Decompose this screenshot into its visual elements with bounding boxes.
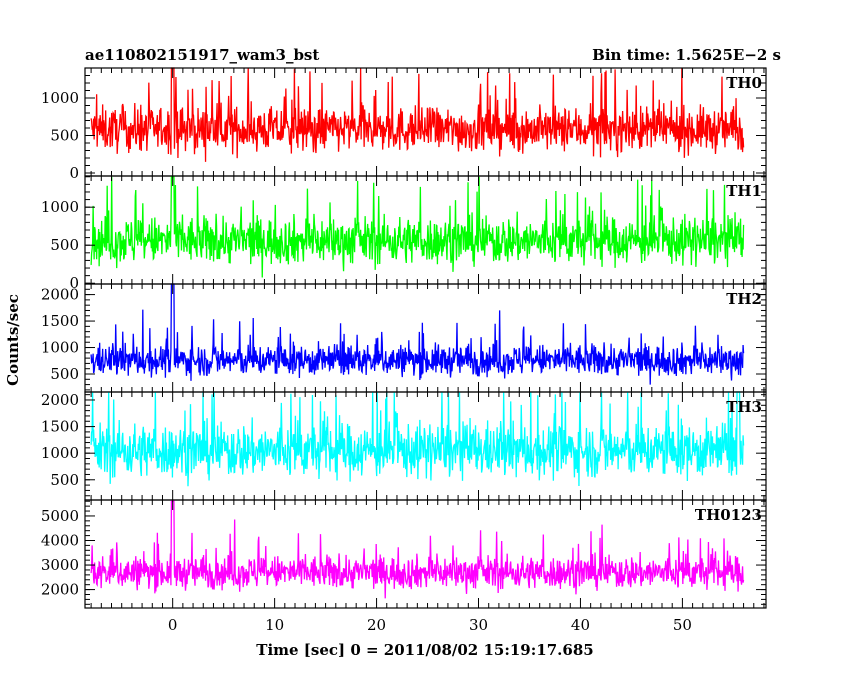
panel-th0123: TH0123 2000 3000 4000 5000: [41, 499, 767, 609]
y-tick-label: 1000: [41, 89, 79, 107]
panel-th1: TH1 0 500 1000: [41, 175, 767, 292]
y-tick-label: 2000: [41, 391, 79, 409]
y-axis-label: Counts/sec: [4, 294, 22, 386]
panel-label-th0: TH0: [726, 74, 762, 92]
panel-th3: TH3 500 1000 1500 2000: [41, 391, 767, 501]
y-tick-label: 1500: [41, 312, 79, 330]
x-tick-label: 50: [673, 616, 692, 634]
y-tick-label: 1000: [41, 339, 79, 357]
x-tick-label: 20: [367, 616, 386, 634]
panel-label-th3: TH3: [726, 398, 762, 416]
y-tick-label: 5000: [41, 507, 79, 525]
y-tick-label: 2000: [41, 581, 79, 599]
panel-label-th0123: TH0123: [695, 506, 762, 524]
panels: TH005001000TH105001000TH2500100015002000…: [41, 67, 767, 634]
y-tick-label: 500: [50, 127, 79, 145]
series-line-th0123: [90, 500, 745, 599]
chart-title: ae110802151917_wam3_bst: [85, 46, 319, 64]
y-tick-label: 0: [69, 164, 79, 182]
y-tick-label: 1000: [41, 444, 79, 462]
y-tick-label: 3000: [41, 556, 79, 574]
y-tick-label: 2000: [41, 286, 79, 304]
series-line-th0: [90, 67, 745, 162]
y-tick-label: 4000: [41, 532, 79, 550]
panel-frame: [84, 499, 767, 609]
series-line-th1: [90, 176, 745, 278]
panel-th0: TH0 0 500 1000: [41, 67, 767, 182]
panel-label-th2: TH2: [726, 290, 762, 308]
y-tick-label: 0: [69, 274, 79, 292]
x-tick-label: 0: [168, 616, 178, 634]
y-tick-label: 500: [50, 471, 79, 489]
x-tick-label: 40: [571, 616, 590, 634]
y-tick-label: 1500: [41, 418, 79, 436]
bin-time-label: Bin time: 1.5625E−2 s: [592, 46, 781, 64]
series-line-th2: [90, 283, 745, 385]
panel-label-th1: TH1: [726, 182, 762, 200]
y-tick-label: 500: [50, 365, 79, 383]
x-tick-label: 10: [265, 616, 284, 634]
x-axis-label: Time [sec] 0 = 2011/08/02 15:19:17.685: [256, 641, 593, 659]
x-tick-label: 30: [469, 616, 488, 634]
y-tick-label: 500: [50, 236, 79, 254]
panel-th2: TH2 500 1000 1500 2000: [41, 283, 767, 393]
series-line-th3: [90, 391, 745, 487]
y-tick-label: 1000: [41, 198, 79, 216]
